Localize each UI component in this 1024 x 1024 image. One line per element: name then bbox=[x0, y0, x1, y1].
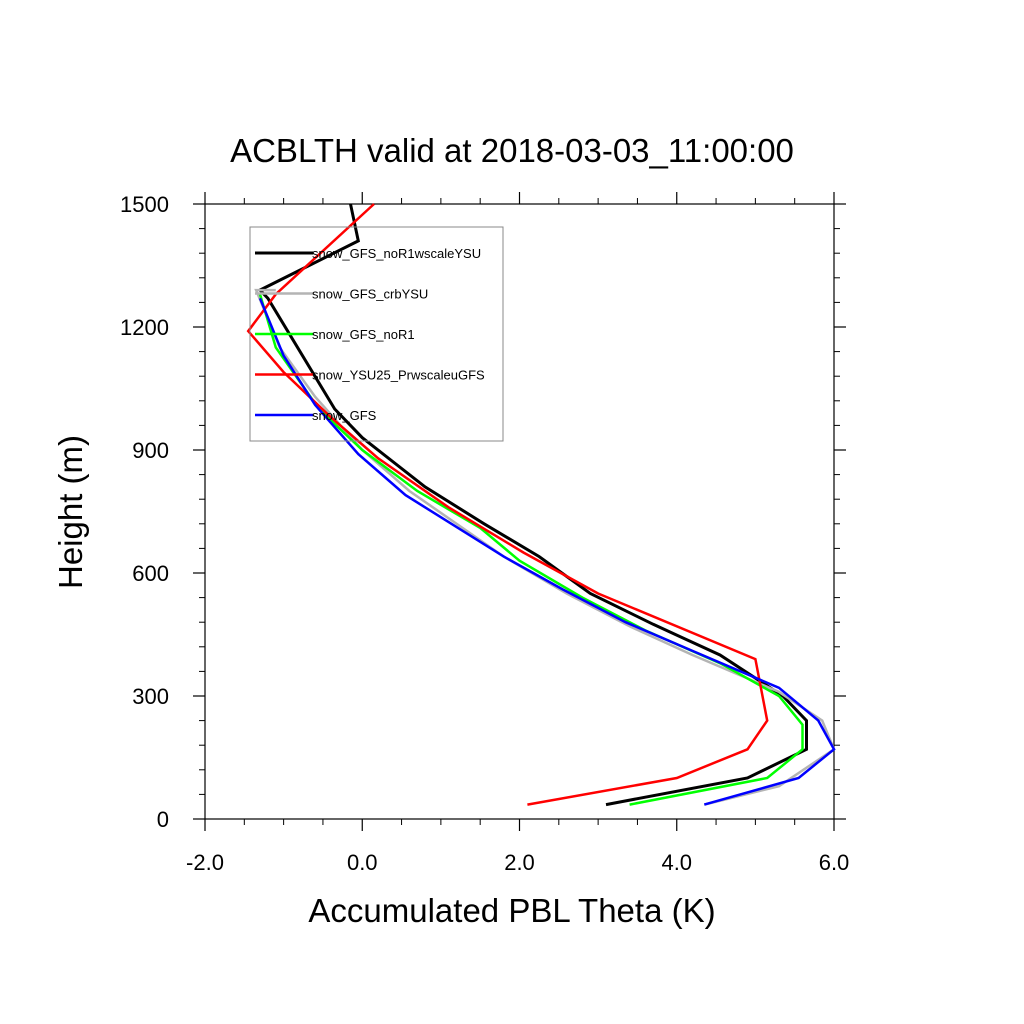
axis-tick-labels: -2.0 0.0 2.0 4.0 6.0 0 300 600 900 1200 1500 bbox=[120, 192, 849, 875]
legend-label: snow_GFS_noR1wscaleYSU bbox=[312, 246, 481, 261]
x-tick-label: 0.0 bbox=[347, 850, 378, 875]
y-tick-label: 0 bbox=[157, 807, 169, 832]
legend-label: snow_YSU25_PrwscaleuGFS bbox=[312, 368, 485, 383]
axis-ticks bbox=[193, 192, 846, 831]
y-tick-label: 1500 bbox=[120, 192, 169, 217]
x-axis-label: Accumulated PBL Theta (K) bbox=[308, 892, 715, 929]
series-line-snow_GFS_noR1 bbox=[258, 293, 804, 806]
y-axis-label: Height (m) bbox=[52, 435, 89, 589]
legend-box bbox=[249, 226, 504, 442]
plot-border bbox=[204, 203, 835, 820]
x-tick-label: 6.0 bbox=[819, 850, 850, 875]
x-tick-label: 4.0 bbox=[661, 850, 692, 875]
series-line-snow_YSU25_PrwscaleuGFS bbox=[246, 203, 769, 806]
series-line-snow_GFS_noR1wscaleYSU bbox=[257, 203, 808, 807]
legend: snow_GFS_noR1wscaleYSU snow_GFS_crbYSUsno… bbox=[249, 226, 504, 442]
y-tick-label: 600 bbox=[132, 561, 169, 586]
y-tick-label: 300 bbox=[132, 684, 169, 709]
legend-label: snow_GFS bbox=[312, 408, 377, 423]
legend-label: snow_GFS_crbYSU bbox=[312, 287, 428, 302]
plot-frame bbox=[204, 203, 835, 820]
legend-label: snow_GFS_noR1 bbox=[312, 327, 415, 342]
y-tick-label: 900 bbox=[132, 438, 169, 463]
x-tick-label: 2.0 bbox=[504, 850, 535, 875]
y-tick-label: 1200 bbox=[120, 315, 169, 340]
series-lines bbox=[246, 203, 836, 807]
chart-title: ACBLTH valid at 2018-03-03_11:00:00 bbox=[230, 132, 794, 169]
x-tick-label: -2.0 bbox=[186, 850, 224, 875]
series-line-snow_GFS bbox=[258, 297, 836, 806]
